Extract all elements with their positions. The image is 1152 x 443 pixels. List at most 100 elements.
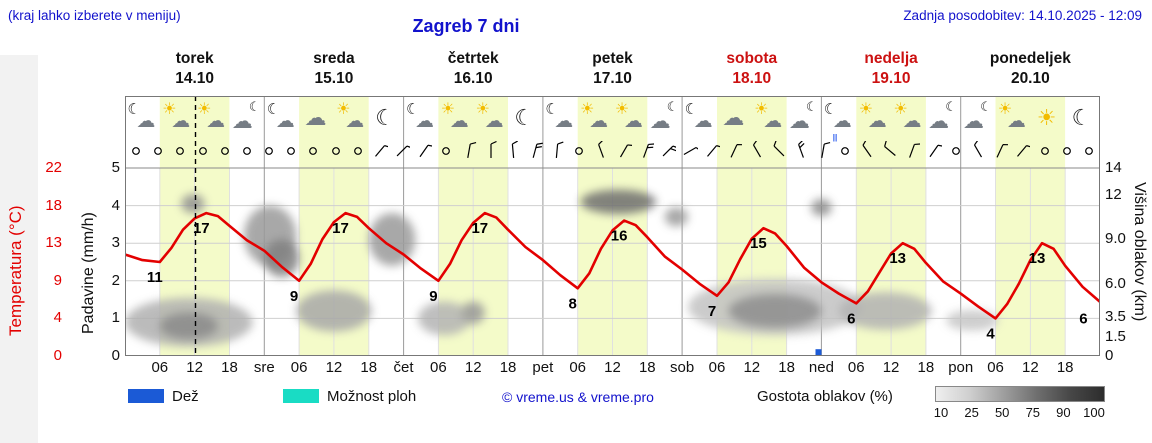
precipitation-tick: 3 — [111, 234, 120, 252]
cloud-icon: ☁ — [589, 111, 609, 132]
cloud-icon: ☁ — [902, 111, 922, 132]
location-hint: (kraj lahko izberete v meniju) — [8, 8, 181, 23]
wind-barb-icon — [859, 139, 875, 161]
cloud-icon: ☁ — [275, 111, 295, 132]
cloud-icon: ☁ — [928, 110, 950, 133]
wind-barb-icon — [992, 141, 1010, 161]
wind-calm-icon — [1037, 141, 1053, 161]
cloud-height-tick: 14 — [1105, 159, 1122, 176]
weather-icon-sun-cloud: ☀ ☁ — [438, 98, 474, 144]
wind-calm-icon — [150, 141, 166, 161]
weather-icon-moon-cloud: ☾ ☁ — [682, 98, 718, 144]
wind-calm-icon — [239, 141, 255, 161]
weather-icon-moon-cloud: ☾ ☁ — [124, 98, 160, 144]
time-tick: 06 — [847, 359, 865, 376]
sun-icon: ☀ — [858, 101, 874, 118]
temperature-tick: 4 — [53, 309, 62, 327]
weather-icon-sun-cloud: ☀ ☁ — [577, 98, 613, 144]
wind-barb-icon — [793, 139, 809, 161]
temperature-value-label: 17 — [471, 220, 488, 237]
wind-calm-icon — [283, 141, 299, 161]
temperature-value-label: 17 — [193, 220, 210, 237]
precipitation-tick: 1 — [111, 309, 120, 327]
wind-barb-icon — [926, 141, 944, 161]
precipitation-tick: 2 — [111, 271, 120, 289]
weather-icon-sun: ☀ — [1030, 98, 1066, 144]
cloud-density-blob — [418, 301, 471, 336]
precipitation-tick: 5 — [111, 159, 120, 176]
sun-icon: ☀ — [475, 101, 490, 118]
temperature-value-label: 6 — [1079, 310, 1087, 327]
sun-icon: ☀ — [997, 101, 1013, 118]
cloud-density-gradient-bar — [935, 386, 1105, 402]
weather-icon-moon: ☾ — [507, 98, 543, 144]
cloud-icon: ☁ — [789, 110, 810, 133]
weather-icon-sun-cloud: ☀ ☁ — [856, 98, 892, 144]
weather-icon-cloud: ☁ — [716, 98, 752, 144]
cloud-icon: ☁ — [415, 111, 434, 132]
weather-icon-moon-cloud: ☾ ☁ — [403, 98, 439, 144]
wind-calm-icon — [128, 141, 144, 161]
cloud-icon: ☁ — [693, 111, 713, 132]
temperature-tick: 0 — [53, 347, 62, 364]
wind-barbs-row — [125, 139, 1100, 165]
wind-barb-icon — [1014, 141, 1033, 161]
cloud-icon: ☁ — [231, 110, 253, 133]
cloud-icon: ☁ — [649, 110, 671, 133]
moon-icon: ☾ — [514, 105, 535, 130]
day-name: petek — [592, 50, 633, 67]
temperature-tick: 13 — [45, 234, 62, 252]
cloud-height-tick: 6.0 — [1105, 274, 1126, 292]
weather-icon-sun-cloud: ☀ ☁ — [159, 98, 195, 144]
time-tick: 18 — [499, 359, 517, 376]
cloud-icon: ☁ — [832, 111, 852, 132]
weather-icon-moon: ☾ — [1065, 98, 1101, 144]
cloud-icon: ☁ — [554, 111, 574, 132]
temperature-axis-title: Temperatura (°C) — [6, 205, 25, 336]
time-tick: 12 — [604, 359, 621, 376]
temperature-value-label: 4 — [986, 325, 995, 342]
weather-icon-moon: ☾ — [368, 98, 404, 144]
weather-icon-cloud-moon: ☾ ☁ — [647, 98, 683, 144]
temperature-tick: 18 — [45, 196, 62, 214]
cloud-icon: ☁ — [867, 111, 887, 132]
wind-barb-icon — [549, 141, 565, 161]
day-date: 20.10 — [1010, 70, 1050, 87]
moon-icon: ☾ — [375, 105, 395, 130]
density-tick: 75 — [1025, 405, 1041, 420]
cloud-height-tick: 9.0 — [1105, 230, 1126, 248]
weather-icon-sun-cloud: ☀ ☁ — [891, 98, 927, 144]
wind-barb-icon — [593, 139, 609, 161]
weather-icon-cloud-moon: ☾ ☁ — [786, 98, 822, 144]
day-name: sobota — [726, 50, 778, 67]
moon-icon: ☾ — [666, 99, 679, 114]
moon-icon: ☾ — [823, 101, 838, 118]
temperature-value-label: 9 — [290, 288, 298, 305]
cloud-density-blob — [728, 294, 822, 328]
cloud-icon: ☁ — [963, 110, 985, 133]
weather-icon-moon-cloud: ☾ ☁ — [264, 98, 300, 144]
time-tick: 18 — [1056, 359, 1074, 376]
time-tick: 06 — [569, 359, 587, 376]
time-tick: 18 — [221, 359, 238, 376]
day-date: 16.10 — [453, 70, 493, 87]
cloud-density-blob — [296, 290, 372, 332]
moon-icon: ☾ — [1071, 105, 1092, 130]
showers-legend-label: Možnost ploh — [327, 388, 417, 405]
cloud-icon: ☁ — [136, 111, 156, 132]
time-tick: pet — [532, 359, 554, 376]
wind-calm-icon — [948, 141, 964, 161]
copyright-link[interactable]: © vreme.us & vreme.pro — [502, 389, 654, 405]
moon-icon: ☾ — [945, 99, 957, 114]
sun-icon: ☀ — [754, 101, 769, 118]
cloud-icon: ☁ — [345, 111, 365, 132]
time-tick: 12 — [325, 359, 343, 376]
wind-barb-icon — [726, 141, 744, 161]
cloud-icon: ☁ — [763, 111, 783, 132]
density-tick: 100 — [1083, 405, 1105, 420]
cloud-density-blob — [580, 189, 656, 214]
time-tick: 12 — [1022, 359, 1039, 376]
moon-icon: ☾ — [266, 101, 281, 118]
left-sidebar-strip — [0, 55, 38, 443]
